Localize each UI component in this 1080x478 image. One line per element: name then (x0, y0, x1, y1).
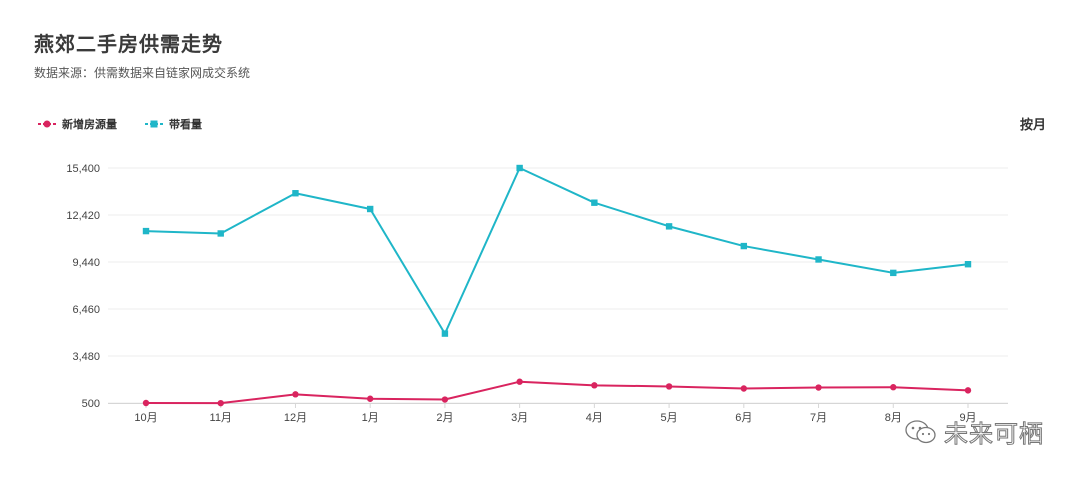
x-tick-label: 7月 (810, 412, 827, 424)
data-point-new-listings (665, 383, 673, 390)
data-point-new-listings (366, 395, 374, 402)
x-tick-label: 6月 (735, 412, 752, 424)
data-point-new-listings (591, 382, 598, 389)
x-tick-label: 5月 (661, 412, 678, 424)
data-point-new-listings (292, 391, 299, 398)
x-tick-label: 2月 (436, 412, 453, 424)
legend-label-viewings: 带看量 (169, 118, 202, 131)
y-tick-label: 9,440 (72, 257, 100, 269)
data-point-viewings (292, 190, 299, 197)
wechat-icon (905, 419, 936, 443)
data-point-new-listings (815, 384, 822, 391)
series-line-viewings (145, 167, 969, 335)
data-point-new-listings (890, 384, 897, 391)
x-tick-label: 3月 (511, 412, 528, 424)
x-tick-label: 10月 (134, 412, 157, 424)
data-point-viewings (740, 242, 748, 250)
data-point-viewings (890, 269, 897, 277)
x-tick-label: 12月 (284, 412, 307, 424)
data-point-viewings (516, 164, 523, 172)
series-line-new-listings (145, 380, 969, 405)
x-tick-label: 8月 (885, 412, 902, 424)
data-point-new-listings (964, 387, 972, 394)
data-point-viewings (142, 227, 150, 235)
watermark-text: 未来可栖 (944, 420, 1044, 449)
legend-line-square-icon (145, 120, 163, 128)
data-point-new-listings (142, 399, 150, 407)
legend: 新增房源量 带看量 (38, 116, 230, 132)
y-tick-label: 6,460 (72, 304, 100, 316)
watermark: 未来可栖 (904, 414, 1044, 449)
data-point-new-listings (217, 399, 224, 407)
x-tick-label: 9月 (959, 412, 976, 424)
legend-line-circle-icon (38, 120, 56, 128)
data-point-new-listings (516, 378, 523, 385)
page-title: 燕郊二手房供需走势 (34, 32, 223, 56)
y-tick-label: 15,400 (66, 163, 100, 175)
legend-item-new-listings[interactable]: 新增房源量 (38, 116, 117, 132)
y-tick-label: 12,420 (66, 210, 100, 222)
period-selector[interactable]: 按月 (1019, 118, 1046, 133)
data-point-viewings (441, 330, 449, 337)
legend-label-new-listings: 新增房源量 (62, 118, 117, 131)
data-point-viewings (665, 223, 673, 230)
data-point-viewings (591, 199, 598, 206)
data-point-new-listings (740, 385, 748, 392)
y-tick-label: 3,480 (72, 351, 100, 363)
data-point-new-listings (441, 396, 449, 403)
data-point-viewings (217, 230, 224, 237)
data-source-subtitle: 数据来源：供需数据来自链家网成交系统 (34, 66, 251, 80)
x-tick-label: 11月 (210, 412, 232, 424)
data-point-viewings (815, 256, 822, 263)
x-tick-label: 1月 (362, 412, 379, 424)
data-point-viewings (366, 205, 374, 213)
data-point-viewings (964, 261, 972, 268)
legend-item-viewings[interactable]: 带看量 (145, 116, 202, 132)
x-tick-label: 4月 (586, 412, 603, 424)
y-tick-label: 500 (82, 398, 100, 410)
